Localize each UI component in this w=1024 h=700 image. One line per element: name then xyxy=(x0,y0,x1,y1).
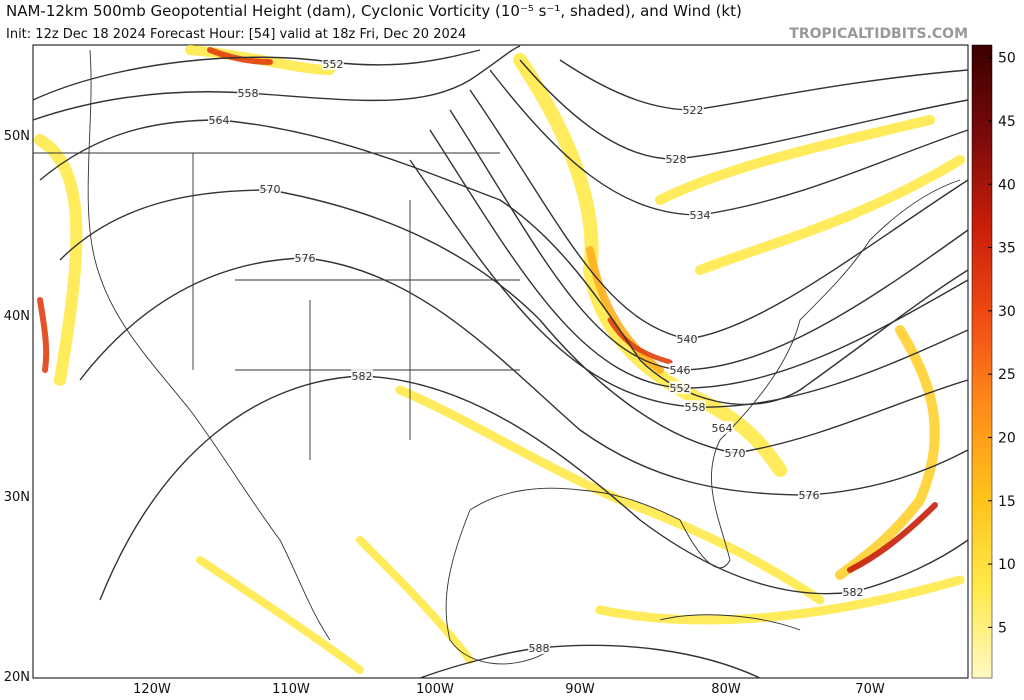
colorbar-ramp xyxy=(971,44,993,679)
map xyxy=(32,44,969,679)
coastline xyxy=(445,509,551,665)
contour-label-bg xyxy=(669,363,691,376)
contour xyxy=(419,644,761,679)
cuba xyxy=(659,614,801,631)
vort-band xyxy=(196,556,364,674)
vort-band xyxy=(34,134,83,386)
lon-label: 70W xyxy=(855,682,885,696)
contour-label: 552 xyxy=(323,58,344,71)
contour xyxy=(559,59,969,111)
vort-band xyxy=(356,536,474,664)
contour-label: 588 xyxy=(529,642,550,655)
vort-band xyxy=(835,325,940,580)
colorbar-tick-label: 10 xyxy=(998,557,1016,573)
contour-label-bg xyxy=(724,446,746,459)
contour-label-bg xyxy=(669,381,691,394)
contour-label-bg xyxy=(798,488,820,501)
lon-label: 120W xyxy=(133,682,171,696)
contour-label-bg xyxy=(351,369,373,382)
contour-label-bg xyxy=(208,113,230,126)
credit: TROPICALTIDBITS.COM xyxy=(789,26,968,42)
vort-band xyxy=(395,385,825,605)
vort-band xyxy=(607,317,673,365)
contour-label-bg xyxy=(294,251,316,264)
contour-label-bg xyxy=(322,57,344,70)
contour xyxy=(59,189,969,454)
subtitle: Init: 12z Dec 18 2024 Forecast Hour: [54… xyxy=(6,27,466,42)
colorbar-tick-label: 25 xyxy=(998,367,1016,383)
contour-label-bg xyxy=(682,103,704,116)
vort-band xyxy=(207,47,273,65)
vorticity-shading xyxy=(34,45,965,674)
contour-label-bg xyxy=(842,585,864,598)
contour xyxy=(39,119,969,406)
contour-label: 558 xyxy=(685,401,706,414)
colorbar-tick-label: 15 xyxy=(998,494,1016,510)
contour-label: 564 xyxy=(712,422,733,435)
lat-label: 40N xyxy=(4,309,30,324)
colorbar-tick-label: 5 xyxy=(998,620,1007,636)
lat-label: 50N xyxy=(4,129,30,144)
colorbar-tick-label: 45 xyxy=(998,114,1016,130)
vort-band xyxy=(655,115,935,205)
contour-label: 570 xyxy=(260,183,281,196)
contour-label: 528 xyxy=(666,153,687,166)
lat-label: 20N xyxy=(4,670,30,685)
contour-label: 534 xyxy=(690,209,711,222)
contour-label: 570 xyxy=(725,447,746,460)
vort-band xyxy=(586,246,664,374)
contour-label: 546 xyxy=(670,364,691,377)
contour-label-bg xyxy=(259,182,281,195)
contour-label: 522 xyxy=(683,104,704,117)
contour-label-bg xyxy=(237,86,259,99)
contour-label-bg xyxy=(711,421,733,434)
colorbar-tick-label: 35 xyxy=(998,241,1016,257)
colorbar-tick-label: 40 xyxy=(998,177,1016,193)
lon-label: 90W xyxy=(565,682,595,696)
colorbar-tick-label: 50 xyxy=(998,51,1016,67)
contour-label-bg xyxy=(676,332,698,345)
contour xyxy=(79,257,969,496)
contour-label-bg xyxy=(528,641,550,654)
contour-label: 564 xyxy=(209,114,230,127)
contour-label: 552 xyxy=(670,382,691,395)
contour-label: 576 xyxy=(799,489,820,502)
vort-band xyxy=(695,155,965,275)
colorbar xyxy=(971,44,993,679)
vort-band xyxy=(37,297,50,373)
contour-label-bg xyxy=(665,152,687,165)
contour-label: 582 xyxy=(843,586,864,599)
lat-label: 30N xyxy=(4,490,30,505)
contour-label: 576 xyxy=(295,252,316,265)
contour-label-bg xyxy=(689,208,711,221)
coastline xyxy=(87,49,331,641)
contour-label: 540 xyxy=(677,333,698,346)
contour xyxy=(32,45,521,121)
contour-label: 558 xyxy=(238,87,259,100)
contour xyxy=(32,49,481,101)
contour-label: 582 xyxy=(352,370,373,383)
contour-label-bg xyxy=(684,400,706,413)
lon-label: 110W xyxy=(272,682,310,696)
borders xyxy=(33,152,520,460)
lon-label: 100W xyxy=(416,682,454,696)
colorbar-tick-label: 20 xyxy=(998,430,1016,446)
title: NAM-12km 500mb Geopotential Height (dam)… xyxy=(6,2,742,20)
vort-band xyxy=(595,575,965,625)
lon-label: 80W xyxy=(711,682,741,696)
vort-band xyxy=(847,502,938,573)
colorbar-tick-label: 30 xyxy=(998,304,1016,320)
